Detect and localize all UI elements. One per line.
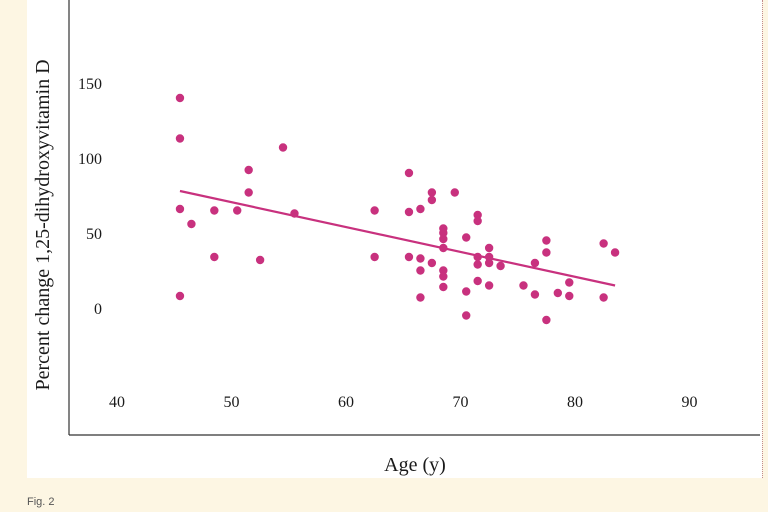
x-tick-label: 50 <box>224 394 240 411</box>
data-point <box>599 293 608 302</box>
data-point <box>439 272 448 281</box>
data-point <box>473 276 482 286</box>
data-point <box>519 281 528 290</box>
figure-caption: Fig. 2 <box>27 496 55 508</box>
data-point <box>427 188 437 197</box>
data-point <box>210 252 219 262</box>
data-point <box>484 243 494 253</box>
data-point <box>462 311 471 320</box>
data-point <box>404 168 414 178</box>
data-point <box>565 291 574 301</box>
data-point <box>187 219 196 229</box>
data-point <box>530 258 540 268</box>
data-point <box>255 255 265 265</box>
data-point <box>439 234 448 244</box>
data-point <box>175 93 185 103</box>
data-points <box>175 93 620 325</box>
data-point <box>450 188 459 197</box>
x-tick-label: 60 <box>338 394 354 411</box>
data-point <box>553 288 563 298</box>
data-point <box>599 239 608 248</box>
x-tick-label: 70 <box>453 394 469 411</box>
x-tick-labels: 40 50 60 70 80 90 <box>109 394 698 411</box>
data-point <box>416 293 425 302</box>
data-point <box>496 261 505 271</box>
data-point <box>473 210 482 220</box>
trend-line-group <box>179 189 616 287</box>
data-point <box>244 188 253 197</box>
data-point <box>175 291 185 301</box>
data-point <box>462 233 471 242</box>
data-point <box>610 248 620 257</box>
scatter-chart: 40 50 60 70 80 90 0 50 100 150 Age (y) Percent c… <box>32 0 760 476</box>
data-point <box>439 282 448 292</box>
data-point <box>370 252 379 262</box>
data-point <box>542 315 551 325</box>
data-point <box>439 228 448 238</box>
data-point <box>473 216 482 226</box>
data-point <box>565 278 574 287</box>
data-point <box>416 204 425 214</box>
data-point <box>278 143 288 152</box>
figure-border <box>762 0 763 478</box>
y-axis-title: Percent change 1,25-dihydroxyvitamin D <box>32 59 54 390</box>
data-point <box>175 204 185 214</box>
data-point <box>370 206 379 215</box>
trend-line <box>179 189 616 287</box>
data-point <box>484 258 494 268</box>
data-point <box>473 260 482 269</box>
data-point <box>439 266 448 275</box>
data-point <box>462 287 471 296</box>
data-point <box>484 281 494 290</box>
data-point <box>542 248 551 257</box>
y-tick-labels: 0 50 100 150 <box>78 76 102 318</box>
y-tick-label: 150 <box>78 76 102 93</box>
x-axis-title: Age (y) <box>384 454 446 476</box>
data-point <box>175 134 185 143</box>
data-point <box>542 236 551 245</box>
y-tick-label: 100 <box>78 151 102 168</box>
data-point <box>530 290 540 299</box>
data-point <box>233 206 242 215</box>
axes <box>68 0 760 436</box>
data-point <box>244 165 253 175</box>
x-tick-label: 90 <box>682 394 698 411</box>
x-tick-label: 80 <box>567 394 583 411</box>
data-point <box>427 195 437 205</box>
figure-panel <box>27 0 762 478</box>
data-point <box>210 206 219 215</box>
data-point <box>404 207 414 217</box>
y-tick-label: 0 <box>94 301 102 318</box>
data-point <box>416 266 425 275</box>
y-tick-label: 50 <box>86 226 102 243</box>
data-point <box>416 254 425 263</box>
data-point <box>404 252 414 262</box>
data-point <box>427 258 437 268</box>
x-tick-label: 40 <box>109 394 125 411</box>
